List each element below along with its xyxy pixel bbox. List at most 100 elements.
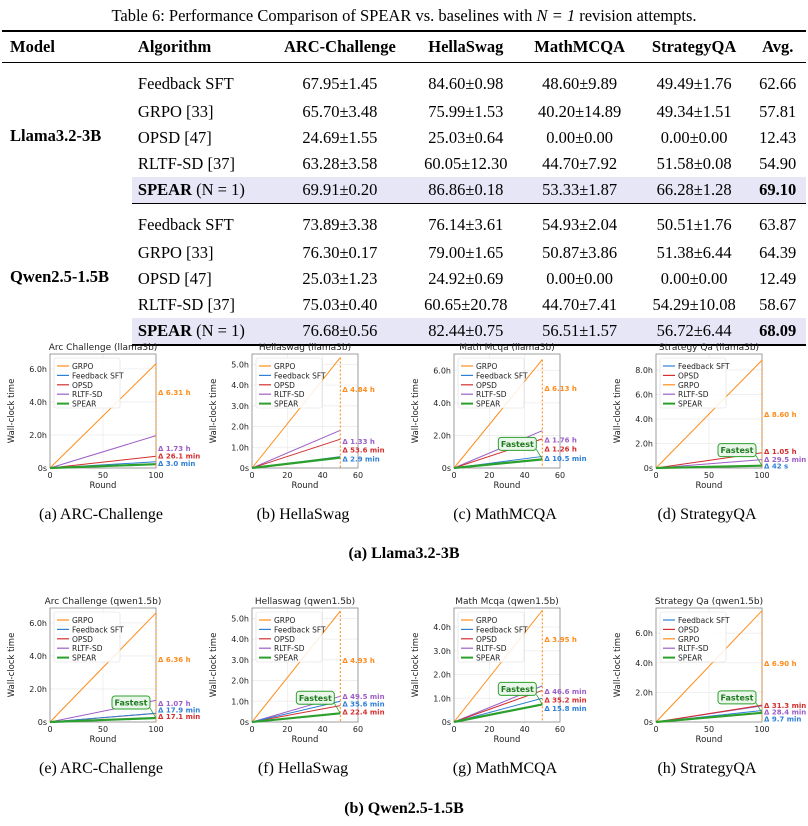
table-row: GRPO [33] 76.30±0.17 79.00±1.65 50.87±3.86 5… [2, 240, 806, 266]
legend-label: RLTF-SD [72, 390, 103, 399]
value-cell: 50.87±3.86 [542, 243, 618, 262]
series-line-rltf-sd [49, 435, 157, 469]
x-tick-label: 0 [47, 725, 52, 734]
value-cell: 69.91±0.20 [268, 177, 412, 204]
legend-box [659, 611, 727, 663]
avg-cell: 63.87 [759, 215, 797, 234]
legend-box [53, 611, 121, 663]
legend-label: OPSD [678, 625, 699, 634]
legend-label: Feedback SFT [678, 362, 730, 371]
subfigure-caption: (h) StrategyQA [657, 760, 757, 777]
chart-title: Hellaswag (qwen1.5b) [255, 597, 355, 607]
legend-label: SPEAR [476, 654, 500, 663]
legend-label: RLTF-SD [274, 390, 305, 399]
legend-label: SPEAR [678, 400, 702, 409]
legend-box [53, 357, 121, 409]
fastest-badge [497, 436, 537, 451]
x-tick-label: 40 [520, 471, 530, 480]
series-line-grpo [655, 359, 763, 469]
value-cell: 50.51±1.76 [656, 215, 732, 234]
y-tick-label: 4.0h [635, 415, 653, 424]
x-tick-label: 0 [249, 471, 254, 480]
fastest-pointer [149, 707, 157, 719]
legend-label: GRPO [476, 616, 498, 625]
fastest-label: Fastest [721, 693, 754, 702]
legend-label: OPSD [274, 381, 295, 390]
value-cell: 76.30±0.17 [302, 243, 378, 262]
group-caption-qwen: (b) Qwen2.5-1.5B [344, 800, 464, 817]
table-row: Llama3.2-3B Feedback SFT 67.95±1.45 84.60±0… [2, 63, 806, 145]
legend-label: SPEAR [274, 654, 298, 663]
avg-cell: 12.43 [759, 128, 797, 147]
table-row: SPEAR (N = 1) 69.91±0.20 86.86±0.18 53.33±1… [2, 177, 806, 204]
y-axis-label: Wall-clock time [613, 633, 623, 698]
line-chart: Hellaswag (qwen1.5b) 0s 1.0h 2.0h 3.0h 4.0h 5.… [209, 597, 385, 745]
legend-label: GRPO [476, 362, 498, 371]
fastest-label: Fastest [501, 440, 534, 449]
performance-table: Model Algorithm ARC-Challenge HellaSwag … [2, 30, 806, 346]
x-tick-label: 50 [704, 725, 714, 734]
value-cell: 84.60±0.98 [428, 74, 504, 93]
y-tick-label: 0s [442, 464, 451, 473]
y-tick-label: 6.0h [635, 629, 653, 638]
legend-label: OPSD [274, 635, 295, 644]
delta-annotation: Δ 15.8 min [544, 705, 586, 713]
table-header-row: Model Algorithm ARC-Challenge HellaSwag … [2, 30, 806, 63]
header-strategyqa: StrategyQA [638, 30, 750, 63]
value-cell: 66.28±1.28 [638, 177, 750, 204]
model-cell: Llama3.2-3B [10, 126, 102, 146]
chart-panel: Arc Challenge (qwen1.5b) 0s 2.0h 4.0h 6.0h 0 5… [6, 594, 200, 794]
legend-label: Feedback SFT [476, 625, 528, 634]
y-tick-label: 2.0h [635, 439, 653, 448]
legend-label: OPSD [72, 635, 93, 644]
x-tick-label: 100 [754, 725, 769, 734]
series-line-spear [251, 456, 341, 470]
y-tick-label: 5.0h [231, 614, 249, 623]
value-cell: 48.60±9.89 [542, 74, 618, 93]
series-line-grpo [453, 359, 543, 469]
delta-annotation: Δ 3.95 h [544, 636, 577, 644]
header-algorithm: Algorithm [131, 30, 269, 63]
x-tick-label: 100 [148, 471, 163, 480]
model-cell: Qwen2.5-1.5B [10, 267, 109, 287]
legend-label: RLTF-SD [678, 390, 709, 399]
series-line-opsd [251, 705, 341, 723]
legend-label: Feedback SFT [72, 371, 124, 380]
series-line-grpo [453, 610, 543, 723]
x-tick-label: 20 [282, 471, 292, 480]
table-row: GRPO [33] 65.70±3.48 75.99±1.53 40.20±14.89… [2, 99, 806, 125]
fastest-pointer [535, 449, 543, 460]
y-axis-label: Wall-clock time [411, 633, 421, 698]
delta-annotation: Δ 22.4 min [342, 709, 384, 717]
delta-annotation: Δ 17.9 min [158, 707, 200, 715]
x-tick-label: 0 [249, 725, 254, 734]
x-axis-label: Round [90, 735, 117, 745]
legend-box [255, 357, 323, 409]
x-tick-label: 20 [484, 471, 494, 480]
delta-annotation: Δ 2.9 min [342, 456, 379, 464]
value-cell: 0.00±0.00 [660, 128, 728, 147]
x-axis-label: Round [494, 735, 521, 745]
y-tick-label: 0s [38, 464, 47, 473]
value-cell: 44.70±7.92 [542, 154, 618, 173]
delta-annotation: Δ 49.5 min [342, 693, 384, 701]
legend-label: SPEAR [274, 400, 298, 409]
value-cell: 63.28±3.58 [302, 154, 378, 173]
series-line-rltf-sd [251, 429, 341, 469]
delta-annotation: Δ 1.73 h [158, 445, 191, 453]
series-line-grpo [251, 357, 341, 469]
x-axis-label: Round [494, 481, 521, 491]
subfigure-caption: (b) HellaSwag [256, 506, 350, 523]
y-tick-label: 6.0h [29, 619, 47, 628]
x-tick-label: 0 [451, 471, 456, 480]
legend-label: RLTF-SD [72, 644, 103, 653]
legend-box [457, 611, 525, 663]
value-cell: 56.51±1.57 [520, 318, 639, 346]
delta-annotation: Δ 1.33 h [342, 438, 375, 446]
y-tick-label: 1.0h [231, 697, 249, 706]
x-tick-label: 50 [98, 725, 108, 734]
x-tick-label: 0 [451, 725, 456, 734]
value-cell: 75.99±1.53 [428, 102, 504, 121]
value-cell: 65.70±3.48 [302, 102, 378, 121]
y-tick-label: 6.0h [433, 366, 451, 375]
